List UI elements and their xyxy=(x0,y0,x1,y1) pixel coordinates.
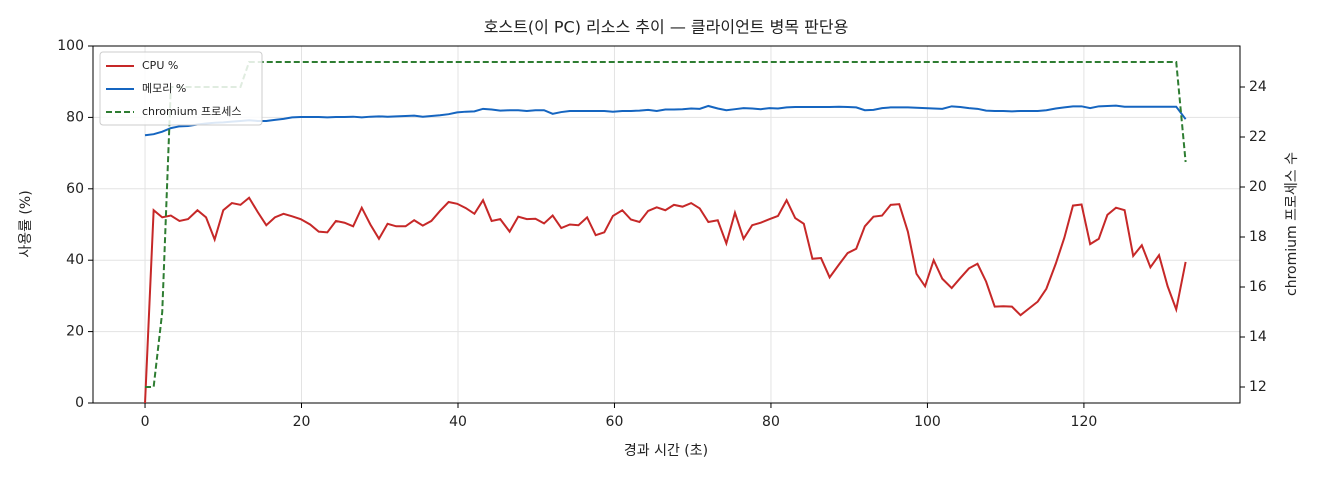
x-tick-label: 40 xyxy=(449,414,467,430)
legend-box xyxy=(99,51,263,126)
series-line xyxy=(144,196,1187,404)
y-tick-label: 0 xyxy=(75,395,84,411)
y-tick-label: 100 xyxy=(57,38,84,54)
y2-tick-label: 22 xyxy=(1249,129,1267,145)
y-axis-label: 사용률 (%) xyxy=(18,190,34,257)
y2-tick-label: 24 xyxy=(1249,79,1267,95)
x-tick-label: 80 xyxy=(762,414,780,430)
legend-label: chromium 프로세스 xyxy=(142,105,241,118)
plot-frame xyxy=(92,45,1241,404)
x-axis-label: 경과 시간 (초) xyxy=(624,443,708,459)
y2-axis-label: chromium 프로세스 수 xyxy=(1284,152,1300,296)
y2-tick-label: 16 xyxy=(1249,279,1267,295)
series-line xyxy=(144,104,1187,137)
x-tick-label: 60 xyxy=(606,414,624,430)
legend-label: 메모리 % xyxy=(142,82,186,95)
y2-tick-label: 12 xyxy=(1249,379,1267,395)
y-tick-label: 80 xyxy=(66,109,84,125)
chart-title: 호스트(이 PC) 리소스 추이 — 클라이언트 병목 판단용 xyxy=(484,18,849,37)
x-tick-label: 100 xyxy=(914,414,941,430)
y2-tick-label: 20 xyxy=(1249,179,1267,195)
y-tick-label: 20 xyxy=(66,324,84,340)
x-tick-label: 0 xyxy=(141,414,150,430)
y-tick-label: 60 xyxy=(66,181,84,197)
series-line xyxy=(145,61,1187,388)
y-tick-label: 40 xyxy=(66,252,84,268)
x-tick-label: 120 xyxy=(1071,414,1098,430)
y2-tick-label: 18 xyxy=(1249,229,1267,245)
y2-tick-label: 14 xyxy=(1249,329,1267,345)
x-tick-label: 20 xyxy=(293,414,311,430)
legend-label: CPU % xyxy=(142,59,178,72)
